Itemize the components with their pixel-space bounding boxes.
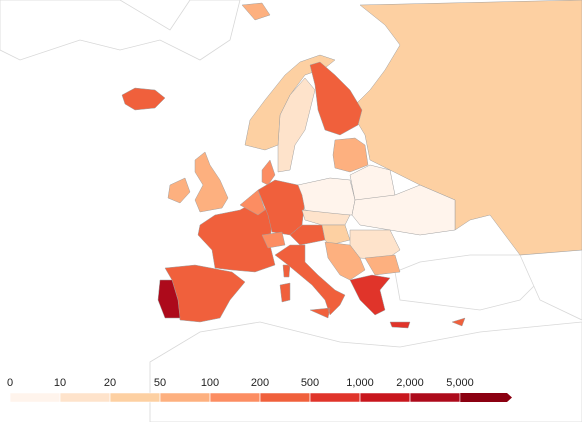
region bbox=[332, 137, 369, 173]
regions bbox=[121, 0, 582, 329]
region bbox=[351, 184, 456, 236]
region bbox=[451, 317, 466, 327]
region bbox=[349, 164, 396, 201]
legend-swatch bbox=[59, 392, 111, 403]
legend-tick-label: 0 bbox=[7, 377, 13, 389]
land-outline bbox=[394, 254, 541, 311]
legend-tick-label: 50 bbox=[154, 377, 166, 389]
legend-swatch bbox=[359, 392, 411, 403]
region bbox=[167, 151, 229, 213]
region bbox=[297, 177, 356, 216]
region bbox=[349, 274, 411, 329]
region bbox=[324, 241, 366, 281]
legend-swatch bbox=[9, 392, 61, 403]
region bbox=[121, 87, 166, 111]
region bbox=[241, 2, 271, 21]
legend-swatch bbox=[460, 393, 512, 402]
legend: 0 10 20 50 100 200 500 1,000 2,000 5,000 bbox=[7, 377, 512, 403]
legend-tick-label: 100 bbox=[201, 377, 219, 389]
region bbox=[197, 199, 291, 278]
legend-swatch bbox=[159, 392, 211, 403]
region bbox=[239, 189, 266, 216]
legend-swatch bbox=[109, 392, 161, 403]
land-outline bbox=[0, 0, 241, 61]
legend-tick-label: 10 bbox=[54, 377, 66, 389]
region bbox=[321, 224, 351, 246]
legend-swatch bbox=[259, 392, 311, 403]
region bbox=[261, 231, 286, 249]
region bbox=[274, 244, 346, 319]
region bbox=[261, 159, 276, 186]
legend-tick-label: 200 bbox=[251, 377, 269, 389]
legend-tick-label: 20 bbox=[104, 377, 116, 389]
legend-tick-label: 2,000 bbox=[396, 377, 424, 389]
legend-tick-label: 5,000 bbox=[446, 377, 474, 389]
region bbox=[364, 254, 401, 276]
legend-tick-label: 1,000 bbox=[346, 377, 374, 389]
region bbox=[244, 54, 336, 151]
legend-swatch bbox=[409, 392, 461, 403]
legend-tick-label: 500 bbox=[301, 377, 319, 389]
legend-swatch bbox=[209, 392, 261, 403]
land-outline bbox=[149, 321, 582, 422]
region bbox=[309, 61, 363, 136]
legend-swatch bbox=[309, 392, 361, 403]
region bbox=[157, 279, 181, 319]
